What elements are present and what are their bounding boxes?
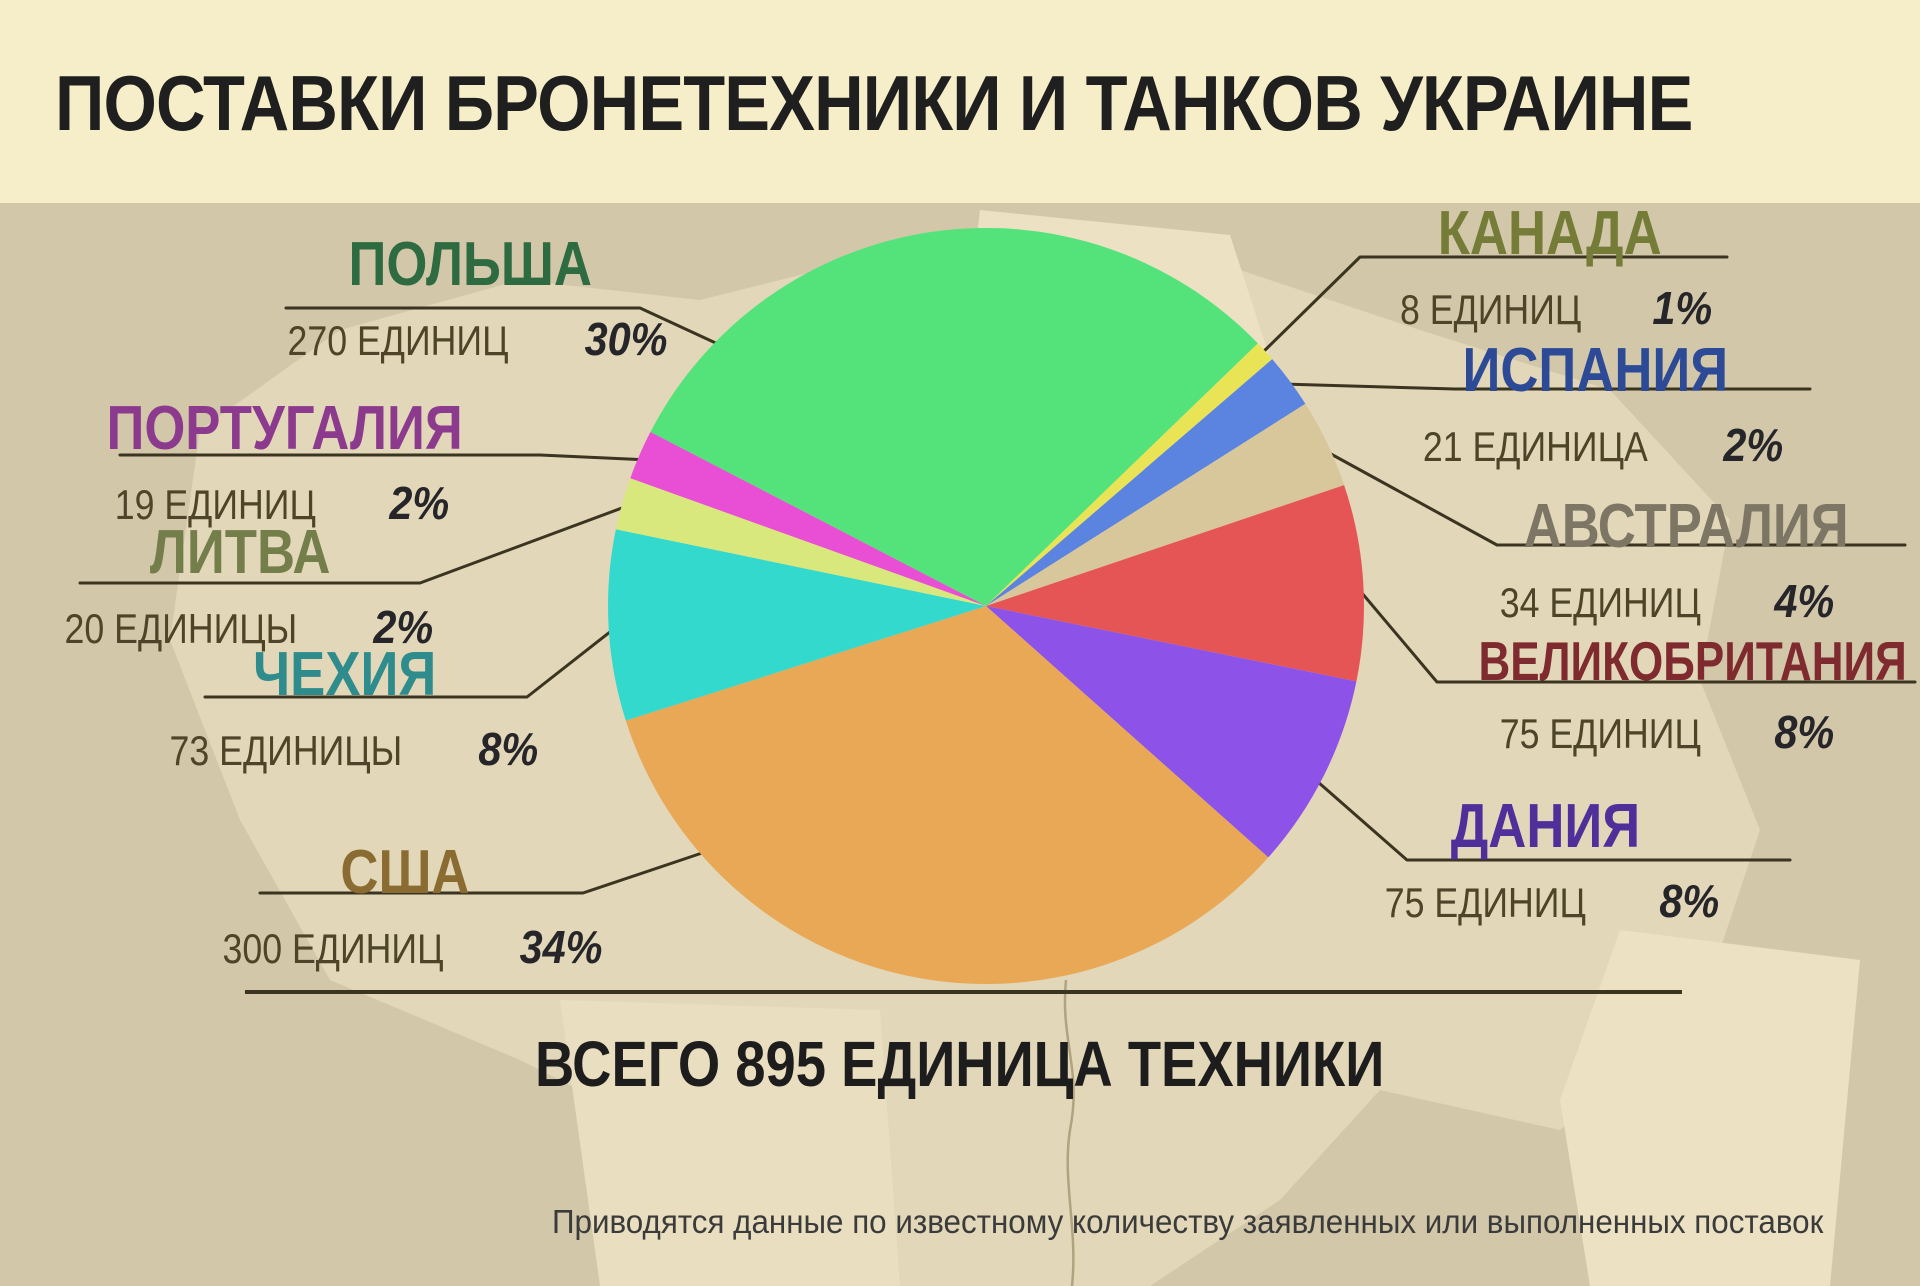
country-name: АВСТРАЛИЯ: [1523, 492, 1849, 561]
country-name: ИСПАНИЯ: [1462, 336, 1728, 405]
country-label-usa: США 300 ЕДИНИЦ 34%: [222, 838, 602, 974]
country-values: 270 ЕДИНИЦ 30%: [245, 312, 695, 366]
leader-line-denmark: [1316, 780, 1792, 862]
country-values: 21 ЕДИНИЦА 2%: [1423, 418, 1783, 472]
country-values: 20 ЕДИНИЦЫ 2%: [60, 600, 432, 654]
country-name: ПОРТУГАЛИЯ: [106, 394, 463, 463]
leader-line-usa: [258, 850, 707, 895]
leader-line-lithuania: [78, 503, 632, 585]
country-values: 300 ЕДИНИЦ 34%: [222, 920, 602, 974]
country-label-spain: ИСПАНИЯ 21 ЕДИНИЦА 2%: [1423, 336, 1783, 472]
leader-lines: [78, 255, 1917, 895]
units-value: 34 ЕДИНИЦ: [1500, 579, 1702, 626]
country-label-denmark: ДАНИЯ 75 ЕДИНИЦ 8%: [1385, 792, 1719, 928]
percent-value: 1%: [1652, 282, 1713, 334]
units-value: 75 ЕДИНИЦ: [1385, 879, 1587, 926]
pie-slice-australia: [986, 403, 1345, 606]
pie-slice-czechia: [608, 529, 986, 721]
leader-line-poland: [284, 306, 722, 347]
pie-slice-uk: [986, 485, 1364, 682]
country-label-australia: АВСТРАЛИЯ 34 ЕДИНИЦ 4%: [1495, 492, 1849, 628]
map-river-line: [1063, 979, 1075, 1286]
leader-line-uk: [1354, 584, 1917, 684]
percent-value: 8%: [1659, 875, 1720, 927]
country-values: 19 ЕДИНИЦ 2%: [75, 476, 475, 530]
pie-slice-spain: [986, 359, 1306, 606]
leader-line-portugal: [118, 453, 652, 462]
percent-value: 8%: [1774, 706, 1835, 758]
units-value: 75 ЕДИНИЦ: [1500, 710, 1702, 757]
leader-line-australia: [1318, 446, 1907, 547]
country-label-uk: ВЕЛИКОБРИТАНИЯ 75 ЕДИНИЦ 8%: [1425, 630, 1907, 759]
pie-chart: [608, 227, 1364, 985]
units-value: 20 ЕДИНИЦЫ: [64, 605, 298, 652]
percent-value: 2%: [372, 601, 433, 653]
pie-slice-poland: [650, 227, 1258, 606]
pie-slice-portugal: [630, 432, 986, 606]
pie-slice-denmark: [986, 606, 1357, 858]
country-label-portugal: ПОРТУГАЛИЯ 19 ЕДИНИЦ 2%: [75, 398, 475, 530]
percent-value: 30%: [584, 313, 668, 365]
country-values: 75 ЕДИНИЦ 8%: [1385, 874, 1719, 928]
leader-line-spain: [1280, 382, 1812, 391]
pie-slice-usa: [625, 606, 1269, 985]
percent-value: 8%: [477, 723, 538, 775]
units-value: 21 ЕДИНИЦА: [1423, 423, 1649, 470]
country-values: 73 ЕДИНИЦЫ 8%: [165, 722, 537, 776]
country-name: ЛИТВА: [149, 518, 331, 587]
country-name: США: [340, 838, 470, 907]
country-name: ВЕЛИКОБРИТАНИЯ: [1478, 630, 1907, 692]
country-name: ПОЛЬША: [348, 230, 592, 299]
country-label-czechia: ЧЕХИЯ 73 ЕДИНИЦЫ 8%: [165, 640, 537, 776]
percent-value: 4%: [1774, 575, 1835, 627]
country-label-canada: КАНАДА 8 ЕДИНИЦ 1%: [1390, 199, 1713, 335]
country-name: ЧЕХИЯ: [253, 640, 437, 709]
units-value: 73 ЕДИНИЦЫ: [169, 727, 403, 774]
pie-slice-lithuania: [615, 478, 986, 606]
page-title: ПОСТАВКИ БРОНЕТЕХНИКИ И ТАНКОВ УКРАИНЕ: [55, 59, 1693, 147]
country-label-lithuania: ЛИТВА 20 ЕДИНИЦЫ 2%: [60, 518, 432, 654]
country-name: ДАНИЯ: [1450, 792, 1640, 861]
total-caption: ВСЕГО 895 ЕДИНИЦА ТЕХНИКИ: [535, 1028, 1385, 1100]
percent-value: 2%: [389, 477, 450, 529]
country-values: 8 ЕДИНИЦ 1%: [1390, 281, 1713, 335]
country-values: 75 ЕДИНИЦ 8%: [1425, 705, 1895, 759]
units-value: 270 ЕДИНИЦ: [287, 317, 509, 364]
title-band: [0, 0, 1920, 203]
units-value: 300 ЕДИНИЦ: [222, 925, 444, 972]
country-name: КАНАДА: [1438, 199, 1662, 268]
country-label-poland: ПОЛЬША 270 ЕДИНИЦ 30%: [245, 234, 695, 366]
percent-value: 34%: [519, 921, 603, 973]
pie-slice-canada: [986, 343, 1273, 606]
leader-line-canada: [1256, 255, 1729, 359]
footnote: Приводятся данные по известному количест…: [552, 1203, 1824, 1240]
country-values: 34 ЕДИНИЦ 4%: [1495, 574, 1834, 628]
units-value: 8 ЕДИНИЦ: [1400, 286, 1582, 333]
percent-value: 2%: [1723, 419, 1784, 471]
leader-line-czechia: [203, 626, 617, 699]
units-value: 19 ЕДИНИЦ: [115, 481, 317, 528]
